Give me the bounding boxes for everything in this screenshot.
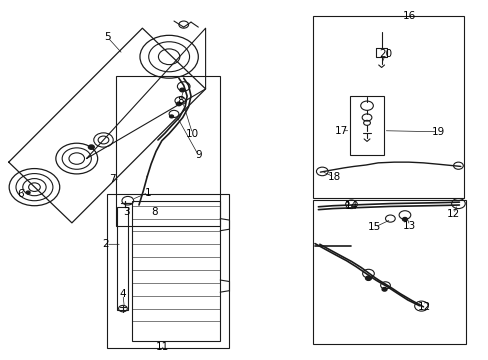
Circle shape (381, 288, 386, 291)
Circle shape (88, 145, 94, 149)
Text: 12: 12 (446, 209, 459, 219)
Text: 3: 3 (123, 207, 130, 217)
Text: 6: 6 (18, 189, 24, 199)
Text: 17: 17 (334, 126, 347, 136)
Text: 14: 14 (344, 201, 357, 211)
Text: 10: 10 (185, 129, 199, 139)
Bar (312, 16, 463, 198)
Text: 18: 18 (327, 172, 340, 182)
Circle shape (169, 115, 173, 118)
Text: 9: 9 (195, 150, 201, 160)
Bar (131, 202, 220, 341)
Text: 4: 4 (120, 289, 126, 299)
Text: 8: 8 (177, 96, 183, 107)
Text: 2: 2 (102, 239, 109, 249)
Circle shape (180, 88, 184, 92)
Text: 12: 12 (417, 302, 430, 312)
Circle shape (26, 191, 30, 194)
Text: 11: 11 (156, 342, 169, 352)
Bar (117, 207, 127, 310)
Text: 15: 15 (367, 222, 381, 232)
Text: 5: 5 (104, 32, 110, 42)
Circle shape (176, 102, 181, 106)
Text: 16: 16 (403, 12, 416, 21)
Bar (350, 96, 383, 155)
Bar (312, 200, 465, 344)
Text: 20: 20 (378, 49, 391, 59)
Bar (107, 194, 228, 348)
Text: 13: 13 (403, 221, 416, 231)
Bar (116, 76, 220, 226)
Text: 8: 8 (151, 207, 158, 217)
Text: 1: 1 (144, 188, 151, 198)
Circle shape (365, 276, 371, 280)
Text: 7: 7 (109, 174, 115, 184)
Circle shape (402, 217, 407, 221)
Text: 19: 19 (430, 127, 444, 137)
